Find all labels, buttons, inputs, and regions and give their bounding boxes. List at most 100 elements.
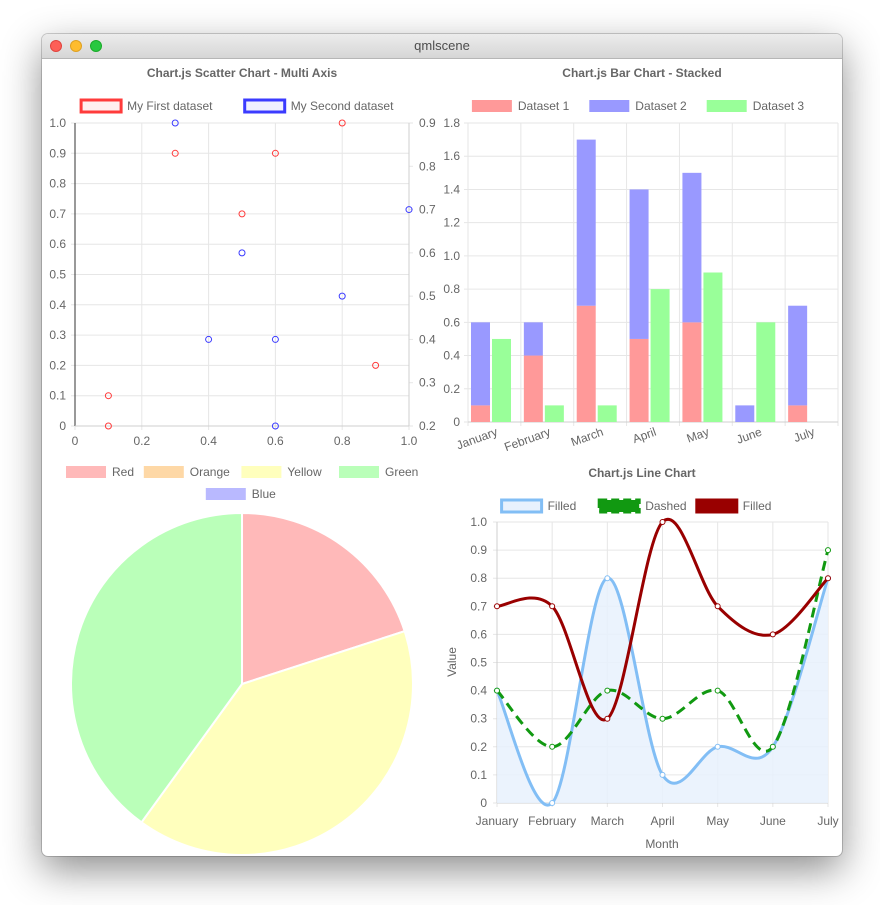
scatter-chart: Chart.js Scatter Chart - Multi Axis My Fi… (49, 66, 436, 448)
bar-3-january (492, 338, 511, 422)
line-point-series-2 (825, 547, 831, 554)
x-tick-label: March (569, 425, 605, 450)
x-tick-label: June (734, 425, 764, 447)
pie-chart: Red Orange Yellow Green Blue (66, 465, 418, 856)
x-tick-label: 0.6 (267, 434, 284, 448)
x-tick-label: March (591, 814, 624, 828)
legend-label: My Second dataset (291, 99, 394, 113)
legend-label: Orange (190, 465, 230, 479)
charts-canvas: Chart.js Scatter Chart - Multi Axis My Fi… (49, 66, 839, 856)
x-tick-label: 0.8 (334, 434, 351, 448)
y-tick-label: 0.4 (470, 684, 487, 698)
legend-swatch (695, 498, 739, 514)
y-tick-label: 0.2 (470, 740, 487, 754)
minimize-window-button[interactable] (70, 40, 82, 52)
y-tick-label: 0.6 (443, 315, 460, 329)
bar-1-april (629, 338, 649, 422)
y-right-tick-label: 0.2 (419, 419, 436, 433)
y-right-tick-label: 0.5 (419, 289, 436, 303)
chart-title: Chart.js Scatter Chart - Multi Axis (147, 66, 338, 80)
line-point-series-2 (659, 715, 666, 722)
line-point-series-3 (604, 715, 611, 722)
legend-swatch (243, 98, 287, 114)
legend-label: Blue (252, 487, 276, 501)
y-tick-label: 1.0 (470, 515, 487, 529)
scatter-point-dataset-1 (372, 361, 380, 369)
legend-label: Yellow (287, 465, 322, 479)
legend-swatch (66, 466, 106, 478)
y-left-tick-label: 0.3 (49, 328, 66, 342)
close-window-button[interactable] (50, 40, 62, 52)
legend-swatch (143, 466, 184, 478)
line-point-series-1 (549, 800, 556, 806)
stacked-bar-chart: Chart.js Bar Chart - Stacked Dataset 1 Dat… (443, 66, 839, 454)
legend-swatch (597, 498, 641, 514)
y-right-tick-label: 0.3 (419, 376, 436, 390)
y-left-tick-label: 0.9 (49, 146, 66, 160)
line-point-series-2 (494, 687, 500, 694)
x-tick-label: January (455, 425, 500, 453)
line-point-series-3 (714, 603, 721, 610)
scatter-point-dataset-1 (238, 210, 246, 218)
bar-2-april (629, 189, 649, 339)
scatter-point-dataset-2 (205, 335, 213, 343)
chart-title: Chart.js Line Chart (588, 466, 695, 480)
chart-title: Chart.js Bar Chart - Stacked (562, 66, 721, 80)
x-tick-label: February (528, 814, 576, 828)
legend-label: Dataset 3 (753, 99, 805, 113)
pie-slice-yellow (140, 629, 415, 856)
scatter-point-dataset-2 (405, 206, 413, 214)
y-tick-label: 0.4 (443, 349, 460, 363)
legend-label: Red (112, 465, 134, 479)
x-tick-label: 0.4 (200, 434, 217, 448)
x-tick-label: April (650, 814, 674, 828)
y-tick-label: 0 (453, 415, 460, 429)
legend-swatch (500, 498, 544, 514)
line-point-series-1 (659, 771, 666, 778)
line-chart: Chart.js Line Chart Filled Dashed Filled 0 0.… (445, 466, 839, 851)
bar-3-may (703, 272, 723, 422)
bar-1-july (788, 405, 808, 422)
x-tick-label: January (476, 814, 519, 828)
line-point-series-3 (494, 603, 500, 610)
scatter-point-dataset-2 (238, 249, 246, 257)
x-tick-label: 0.2 (133, 434, 150, 448)
legend-label: My First dataset (127, 99, 213, 113)
y-right-tick-label: 0.6 (419, 246, 436, 260)
legend-swatch (589, 100, 630, 112)
legend-label: Green (385, 465, 418, 479)
line-point-series-1 (714, 743, 721, 750)
bar-1-march (576, 305, 596, 422)
y-tick-label: 0 (480, 796, 487, 810)
x-axis-label: Month (645, 837, 678, 851)
legend-swatch (241, 466, 282, 478)
bar-3-april (650, 289, 670, 422)
legend-swatch (471, 100, 512, 112)
scatter-point-dataset-2 (171, 119, 179, 127)
y-tick-label: 0.8 (470, 571, 487, 585)
app-window: qmlscene Chart.js Scatter Chart - Multi … (42, 34, 842, 856)
bar-2-may (682, 172, 702, 323)
x-tick-label: May (706, 814, 729, 828)
y-tick-label: 0.6 (470, 627, 487, 641)
scatter-point-dataset-1 (104, 392, 112, 400)
y-left-tick-label: 0.2 (49, 358, 66, 372)
line-point-series-2 (604, 687, 611, 694)
line-point-series-3 (825, 575, 831, 582)
zoom-window-button[interactable] (90, 40, 102, 52)
line-point-series-3 (659, 519, 666, 525)
scatter-point-dataset-1 (338, 119, 346, 127)
y-left-tick-label: 0.5 (49, 268, 66, 282)
legend-swatch (79, 98, 123, 114)
legend-swatch (205, 488, 246, 500)
legend-label: Filled (548, 499, 577, 513)
y-tick-label: 1.2 (443, 216, 460, 230)
title-bar: qmlscene (42, 34, 842, 59)
legend-label: Dashed (645, 499, 686, 513)
scatter-point-dataset-2 (271, 335, 279, 343)
y-tick-label: 0.5 (470, 656, 487, 670)
bar-2-july (788, 305, 808, 406)
x-tick-label: July (817, 814, 838, 828)
bar-1-may (682, 322, 702, 422)
bar-2-march (576, 139, 596, 306)
